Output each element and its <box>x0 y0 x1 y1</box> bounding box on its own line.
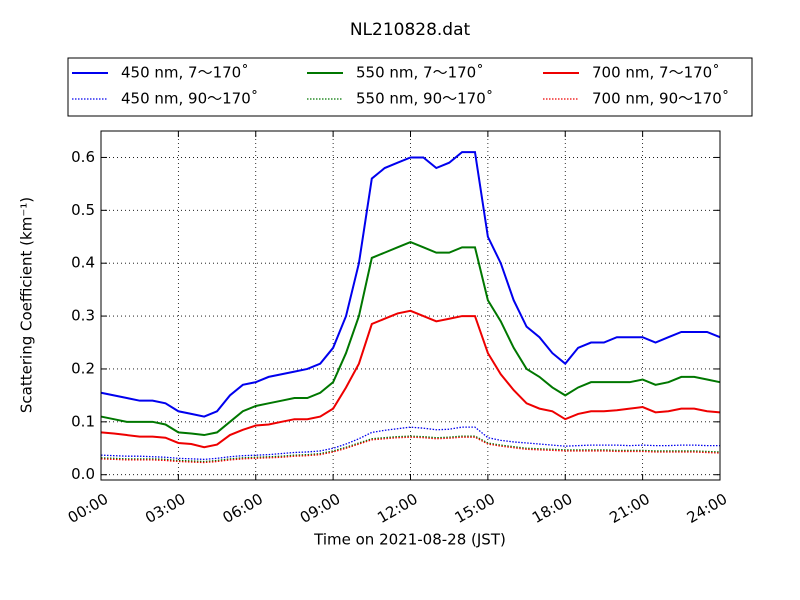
plot-area <box>101 131 720 480</box>
y-tick-label: 0.3 <box>71 307 95 325</box>
x-tick-label: 12:00 <box>374 490 420 527</box>
x-tick-label: 24:00 <box>684 490 730 527</box>
x-tick-label: 21:00 <box>606 490 652 527</box>
legend-box <box>67 57 753 117</box>
x-tick-label: 09:00 <box>297 490 343 527</box>
chart-title: NL210828.dat <box>350 20 471 40</box>
y-tick-label: 0.5 <box>71 201 95 219</box>
x-tick-label: 06:00 <box>220 490 266 527</box>
legend-label: 450 nm, 90～170˚ <box>121 90 258 108</box>
data-line <box>100 309 721 449</box>
y-tick-label: 0.4 <box>71 254 95 272</box>
legend-label: 450 nm, 7～170˚ <box>121 64 249 82</box>
legend-label: 700 nm, 90～170˚ <box>592 90 729 108</box>
x-tick-label: 15:00 <box>452 490 498 527</box>
data-line <box>100 151 721 418</box>
data-line <box>100 240 721 437</box>
x-axis-label: Time on 2021-08-28 (JST) <box>313 531 506 549</box>
data-line <box>100 435 721 463</box>
y-axis-label: Scattering Coefficient (km⁻¹) <box>18 197 36 413</box>
data-line <box>100 426 720 461</box>
x-tick-label: 00:00 <box>65 490 111 527</box>
y-tick-label: 0.0 <box>71 465 95 483</box>
plot-frame <box>100 130 721 481</box>
data-line <box>100 436 721 464</box>
x-tick-label: 03:00 <box>142 490 188 527</box>
legend-label: 550 nm, 7～170˚ <box>356 64 484 82</box>
y-tick-label: 0.1 <box>71 412 95 430</box>
legend-label: 550 nm, 90～170˚ <box>356 90 493 108</box>
x-tick-label: 18:00 <box>529 490 575 527</box>
y-tick-label: 0.2 <box>71 359 95 377</box>
y-tick-label: 0.6 <box>71 148 95 166</box>
legend-label: 700 nm, 7～170˚ <box>592 64 720 82</box>
